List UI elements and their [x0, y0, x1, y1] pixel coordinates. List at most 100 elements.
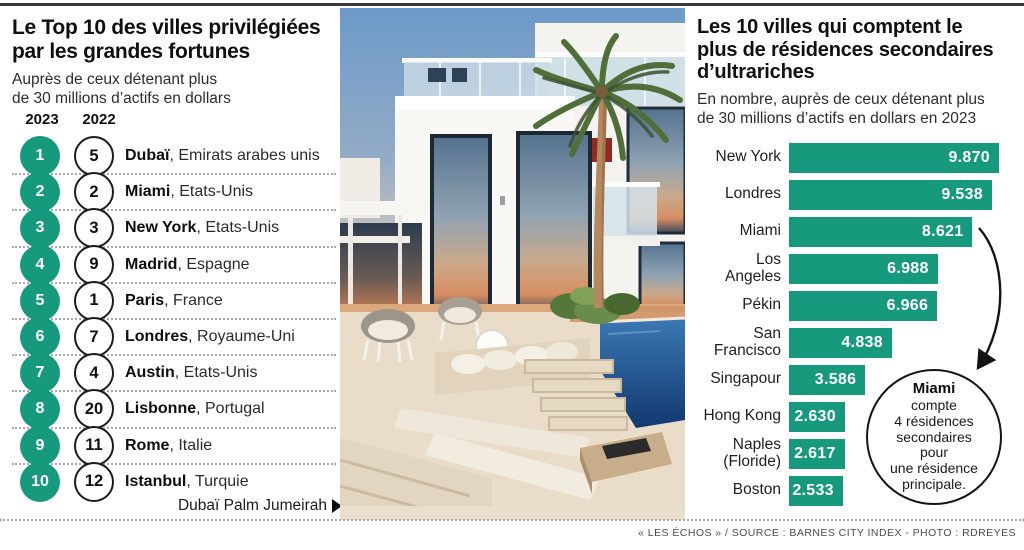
bar-category-label: Boston	[732, 481, 781, 499]
photo-caption: Dubaï Palm Jumeirah	[12, 497, 342, 515]
bar-row: Los Angeles 6.988	[697, 250, 1009, 287]
villa-photo	[340, 8, 685, 520]
city-label: Rome, Italie	[125, 436, 213, 454]
bar-value-label: 3.586	[814, 370, 857, 388]
annotation-city: Miami	[912, 380, 956, 398]
right-panel-subtitle: En nombre, auprès de ceux détenant plus …	[697, 91, 985, 128]
rank-row: 2 2 Miami, Etats-Unis	[12, 172, 336, 213]
rank-2023-badge: 3	[20, 208, 60, 249]
annotation-text: compte 4 résidences secondaires pour une…	[890, 397, 978, 493]
bottom-dashed-rule	[0, 519, 1024, 521]
rank-2022-badge: 2	[74, 172, 114, 213]
rank-2022-badge: 11	[74, 425, 114, 466]
city-label: Dubaï, Emirats arabes unis	[125, 147, 320, 165]
year-column-headers: 2023 2022	[12, 111, 129, 128]
left-panel-title: Le Top 10 des villes privilégiées par le…	[12, 16, 321, 63]
villa-photo-illustration	[340, 8, 685, 520]
rank-2023-badge: 4	[20, 244, 60, 285]
city-label: Lisbonne, Portugal	[125, 400, 265, 418]
rank-row: 7 4 Austin, Etats-Unis	[12, 353, 336, 394]
bar-category-label: New York	[715, 148, 781, 166]
city-label: Austin, Etats-Unis	[125, 364, 258, 382]
bar-category-label: Hong Kong	[703, 407, 781, 425]
bar-row: Naples (Floride) 2.617	[697, 435, 1009, 472]
city-label: Londres, Royaume-Uni	[125, 328, 295, 346]
bar-value-label: 6.988	[887, 259, 929, 277]
bar: 2.617	[789, 438, 845, 469]
bar: 6.988	[789, 253, 938, 284]
rank-row: 1 5 Dubaï, Emirats arabes unis	[12, 136, 336, 177]
city-label: Miami, Etats-Unis	[125, 183, 254, 201]
bar-category-label: Londres	[724, 185, 781, 203]
rank-2023-badge: 1	[20, 136, 60, 177]
photo-caption-text: Dubaï Palm Jumeirah	[177, 497, 327, 514]
rank-2022-badge: 9	[74, 244, 114, 285]
bar-category-label: Naples (Floride)	[723, 436, 781, 470]
bar-value-label: 6.966	[886, 296, 929, 314]
bar-value-label: 8.621	[921, 222, 964, 240]
bar: 9.870	[789, 142, 999, 173]
rank-row: 10 12 Istanbul, Turquie	[12, 461, 336, 502]
bar-value-label: 2.533	[792, 481, 834, 499]
city-label: Madrid, Espagne	[125, 255, 250, 273]
rank-2022-badge: 20	[74, 389, 114, 430]
bar-row: Singapour 3.586	[697, 361, 1009, 398]
bar-value-label: 9.870	[948, 148, 990, 166]
arrow-right-icon	[332, 499, 342, 513]
bar-value-label: 9.538	[941, 185, 983, 203]
bar-row: Boston 2.533	[697, 472, 1009, 509]
right-panel-title: Les 10 villes qui comptent le plus de ré…	[697, 16, 994, 84]
rank-2023-badge: 7	[20, 353, 60, 394]
city-label: Paris, France	[125, 291, 223, 309]
rank-row: 9 11 Rome, Italie	[12, 425, 336, 466]
bar-row: New York 9.870	[697, 139, 1009, 176]
rank-2023-badge: 8	[20, 389, 60, 430]
rank-row: 3 3 New York, Etats-Unis	[12, 208, 336, 249]
bar: 3.586	[789, 364, 866, 395]
city-label: New York, Etats-Unis	[125, 219, 280, 237]
rank-2022-badge: 1	[74, 280, 114, 321]
bar-row: Miami 8.621	[697, 213, 1009, 250]
bar: 2.533	[789, 475, 843, 506]
bar: 2.630	[789, 401, 845, 432]
bar: 4.838	[789, 327, 892, 358]
bar-category-label: Singapour	[710, 370, 781, 388]
credits: « LES ÉCHOS » / SOURCE : BARNES CITY IND…	[638, 527, 1016, 539]
rank-2022-badge: 3	[74, 208, 114, 249]
bar-row: Pékin 6.966	[697, 287, 1009, 324]
rank-2022-badge: 5	[74, 136, 114, 177]
secondary-residences-bar-chart: New York 9.870 Londres 9.538 Miami 8.621…	[697, 139, 1009, 509]
bar: 8.621	[789, 216, 973, 247]
rank-2022-badge: 4	[74, 353, 114, 394]
city-rank-list: 1 5 Dubaï, Emirats arabes unis 2 2 Miami…	[12, 136, 336, 502]
rank-row: 6 7 Londres, Royaume-Uni	[12, 317, 336, 358]
bar-value-label: 2.630	[794, 407, 836, 425]
rank-2023-badge: 9	[20, 425, 60, 466]
city-label: Istanbul, Turquie	[125, 472, 249, 490]
col-header-2023: 2023	[25, 111, 59, 128]
bar-category-label: Pékin	[742, 296, 781, 314]
rank-row: 5 1 Paris, France	[12, 280, 336, 321]
rank-2023-badge: 6	[20, 317, 60, 358]
annotation-circle: Miami compte 4 résidences secondaires pou…	[866, 369, 1002, 505]
bar-row: Hong Kong 2.630	[697, 398, 1009, 435]
rank-2022-badge: 12	[74, 461, 114, 502]
rank-2023-badge: 10	[20, 461, 60, 502]
top-rule	[0, 3, 1024, 6]
bar-row: San Francisco 4.838	[697, 324, 1009, 361]
bar-category-label: San Francisco	[713, 325, 781, 359]
col-header-2022: 2022	[82, 111, 116, 128]
left-panel-subtitle: Auprès de ceux détenant plus de 30 milli…	[12, 71, 231, 108]
rank-2023-badge: 2	[20, 172, 60, 213]
bar: 9.538	[789, 179, 992, 210]
bar-value-label: 2.617	[794, 444, 836, 462]
bar-value-label: 4.838	[841, 333, 883, 351]
rank-row: 4 9 Madrid, Espagne	[12, 244, 336, 285]
bar: 6.966	[789, 290, 938, 321]
bar-category-label: Miami	[739, 222, 781, 240]
bar-category-label: Los Angeles	[724, 251, 781, 285]
bar-row: Londres 9.538	[697, 176, 1009, 213]
rank-2023-badge: 5	[20, 280, 60, 321]
rank-2022-badge: 7	[74, 317, 114, 358]
